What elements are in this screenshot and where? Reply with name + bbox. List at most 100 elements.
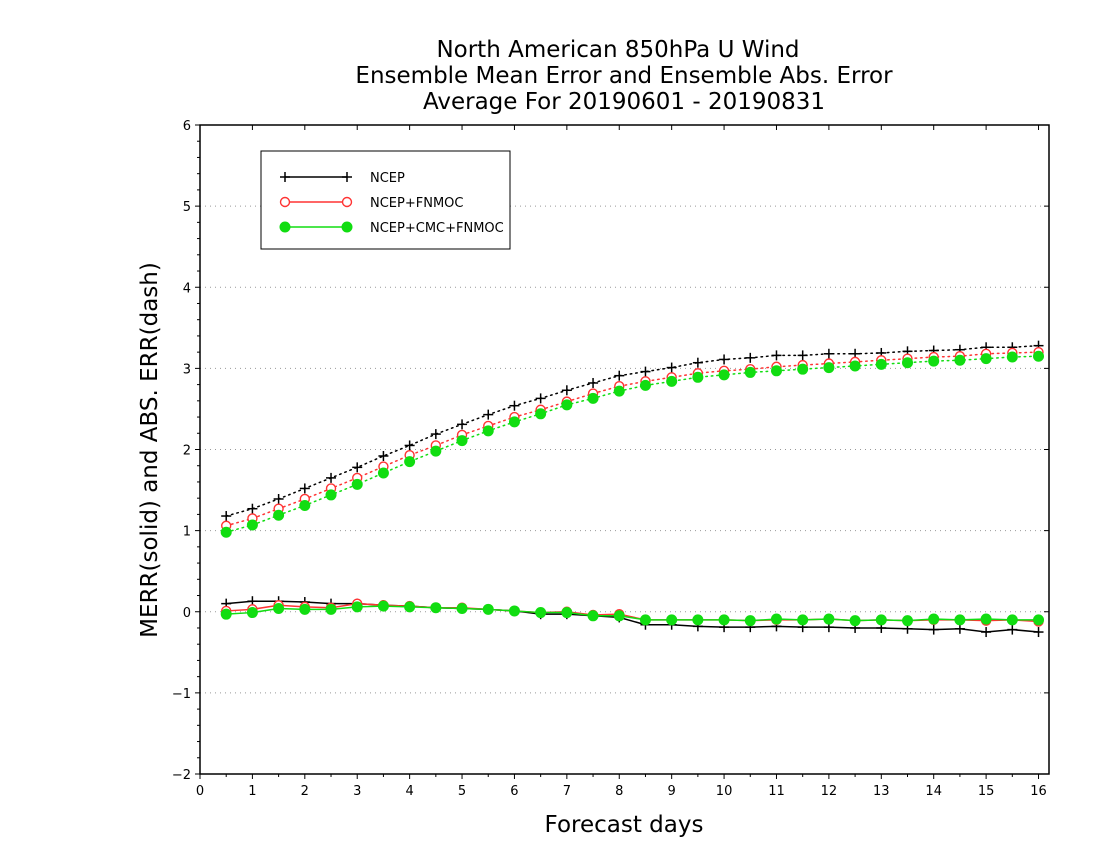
legend-marker bbox=[341, 196, 353, 208]
series-layer bbox=[220, 340, 1045, 638]
abs-err-point bbox=[588, 377, 599, 388]
merr-point bbox=[928, 613, 940, 625]
legend-label: NCEP+CMC+FNMOC bbox=[370, 221, 504, 236]
legend-marker bbox=[342, 172, 352, 182]
merr-line-ncep-fnmoc bbox=[226, 602, 1039, 623]
abs-err-point bbox=[639, 379, 651, 391]
x-tick-label: 11 bbox=[768, 784, 785, 799]
legend-box bbox=[260, 150, 511, 250]
abs-err-point bbox=[640, 366, 651, 377]
x-tick-label: 7 bbox=[563, 784, 571, 799]
abs-err-point bbox=[1033, 350, 1045, 362]
y-tick-label: 3 bbox=[183, 362, 191, 377]
abs-err-point bbox=[770, 365, 782, 377]
legend-marker bbox=[279, 221, 291, 233]
abs-err-point bbox=[587, 392, 599, 404]
abs-err-point bbox=[719, 354, 730, 365]
series-ncep-fnmoc bbox=[221, 346, 1044, 627]
abs-err-point bbox=[797, 350, 808, 361]
abs-err-point bbox=[482, 425, 494, 437]
abs-err-point bbox=[614, 370, 625, 381]
merr-point bbox=[325, 603, 337, 615]
abs-err-point bbox=[692, 371, 704, 383]
y-tick-label: 6 bbox=[183, 119, 191, 134]
abs-err-point bbox=[875, 358, 887, 370]
abs-err-point bbox=[849, 360, 861, 372]
abs-err-point bbox=[299, 499, 311, 511]
abs-err-point bbox=[299, 483, 310, 494]
merr-point bbox=[561, 607, 573, 619]
abs-err-line-ncep bbox=[225, 344, 1040, 517]
abs-err-point bbox=[457, 419, 468, 430]
y-tick-label: 5 bbox=[183, 200, 191, 215]
abs-err-point bbox=[273, 493, 284, 504]
abs-err-line-ncep-fnmoc bbox=[225, 351, 1040, 527]
y-tick-label: 4 bbox=[183, 281, 191, 296]
x-tick-label: 15 bbox=[978, 784, 995, 799]
merr-point bbox=[377, 600, 389, 612]
abs-err-point bbox=[483, 409, 494, 420]
merr-point bbox=[351, 601, 363, 613]
x-tick-label: 10 bbox=[716, 784, 733, 799]
y-tick-label: −1 bbox=[172, 687, 191, 702]
merr-point bbox=[1033, 627, 1044, 638]
x-tick-label: 3 bbox=[353, 784, 361, 799]
abs-err-point bbox=[325, 489, 337, 501]
abs-err-point bbox=[535, 393, 546, 404]
abs-err-point bbox=[378, 450, 389, 461]
abs-err-point bbox=[377, 467, 389, 479]
abs-err-point bbox=[745, 352, 756, 363]
abs-err-point bbox=[246, 519, 258, 531]
abs-err-point bbox=[404, 456, 416, 468]
merr-point bbox=[875, 614, 887, 626]
merr-point bbox=[928, 624, 939, 635]
merr-point bbox=[613, 610, 625, 622]
abs-err-point bbox=[928, 355, 940, 367]
chart-title: North American 850hPa U Wind bbox=[436, 37, 799, 63]
abs-err-point bbox=[430, 429, 441, 440]
series-ncep-cmc-fnmoc bbox=[220, 350, 1045, 627]
merr-point bbox=[482, 603, 494, 615]
legend-entry: NCEP+CMC+FNMOC bbox=[279, 221, 504, 236]
abs-err-point bbox=[613, 385, 625, 397]
x-tick-label: 2 bbox=[301, 784, 309, 799]
abs-err-point bbox=[561, 399, 573, 411]
merr-point bbox=[823, 613, 835, 625]
y-tick-label: 1 bbox=[183, 525, 191, 540]
merr-point bbox=[980, 613, 992, 625]
merr-point bbox=[1006, 614, 1018, 626]
x-tick-label: 9 bbox=[668, 784, 676, 799]
x-axis-label: Forecast days bbox=[545, 812, 704, 838]
legend-marker bbox=[280, 172, 290, 182]
abs-err-point bbox=[666, 375, 678, 387]
abs-err-point bbox=[220, 526, 232, 538]
abs-err-point bbox=[666, 362, 677, 373]
merr-point bbox=[1007, 624, 1018, 635]
merr-point bbox=[456, 603, 468, 615]
merr-point bbox=[1033, 614, 1045, 626]
abs-err-point bbox=[744, 366, 756, 378]
abs-err-point bbox=[221, 511, 232, 522]
abs-err-point bbox=[430, 445, 442, 457]
merr-point bbox=[508, 605, 520, 617]
x-tick-label: 16 bbox=[1030, 784, 1047, 799]
y-tick-label: −2 bbox=[172, 768, 191, 783]
merr-point bbox=[639, 614, 651, 626]
abs-err-point bbox=[902, 357, 913, 369]
abs-err-point bbox=[535, 408, 547, 420]
merr-line-ncep-cmc-fnmoc bbox=[226, 605, 1039, 622]
abs-err-point bbox=[247, 503, 258, 514]
merr-point bbox=[273, 603, 285, 615]
abs-err-point bbox=[352, 462, 363, 473]
merr-point bbox=[744, 615, 756, 627]
merr-point bbox=[587, 610, 599, 622]
x-tick-label: 5 bbox=[458, 784, 466, 799]
abs-err-point bbox=[771, 350, 782, 361]
abs-err-point bbox=[823, 362, 835, 374]
abs-err-point bbox=[273, 509, 285, 521]
abs-err-point bbox=[954, 354, 966, 366]
abs-err-point bbox=[823, 348, 834, 359]
abs-err-point bbox=[561, 385, 572, 396]
